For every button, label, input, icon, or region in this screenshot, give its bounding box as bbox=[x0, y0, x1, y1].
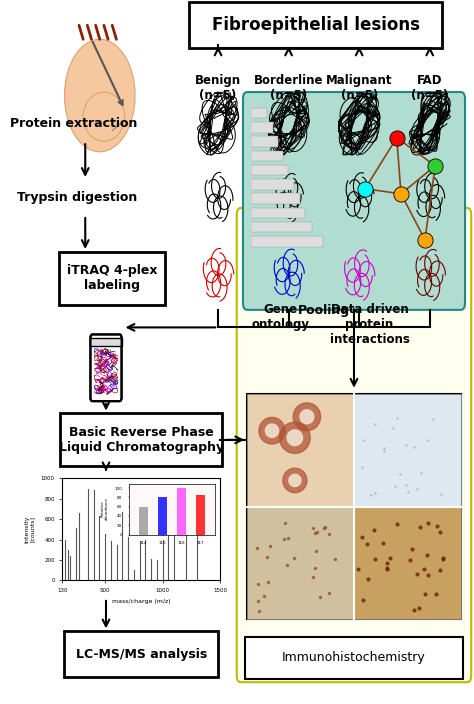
Polygon shape bbox=[300, 410, 314, 424]
Text: Immunohistochemistry: Immunohistochemistry bbox=[282, 651, 426, 664]
Text: Trypsin digestion: Trypsin digestion bbox=[17, 191, 137, 204]
Text: Pooling: Pooling bbox=[298, 304, 350, 317]
Text: Malignant
(n=5): Malignant (n=5) bbox=[326, 75, 392, 103]
Ellipse shape bbox=[83, 92, 125, 142]
FancyBboxPatch shape bbox=[91, 334, 121, 401]
Polygon shape bbox=[287, 430, 302, 446]
Text: Borderline
(n=5): Borderline (n=5) bbox=[254, 75, 323, 103]
Text: Basic Reverse Phase
Liquid Chromatography: Basic Reverse Phase Liquid Chromatograph… bbox=[59, 426, 224, 454]
Text: Fibroepithelial lesions: Fibroepithelial lesions bbox=[211, 16, 419, 34]
Polygon shape bbox=[265, 424, 279, 437]
Text: iTRAQ 4-plex
labeling: iTRAQ 4-plex labeling bbox=[67, 264, 157, 292]
Bar bbox=[354, 507, 461, 619]
FancyBboxPatch shape bbox=[245, 636, 463, 679]
FancyBboxPatch shape bbox=[243, 92, 465, 310]
Text: Gene
ontology: Gene ontology bbox=[251, 303, 310, 331]
Bar bbox=[247, 394, 461, 619]
Bar bbox=[91, 338, 121, 346]
FancyBboxPatch shape bbox=[59, 252, 165, 305]
Text: Protein extraction: Protein extraction bbox=[10, 117, 137, 130]
Text: Benign
(n=5): Benign (n=5) bbox=[195, 75, 241, 103]
FancyBboxPatch shape bbox=[237, 208, 471, 682]
Polygon shape bbox=[283, 468, 307, 493]
Ellipse shape bbox=[64, 39, 135, 152]
Polygon shape bbox=[293, 403, 320, 431]
Polygon shape bbox=[280, 422, 310, 453]
FancyBboxPatch shape bbox=[189, 2, 442, 48]
Bar bbox=[354, 394, 461, 507]
Polygon shape bbox=[259, 417, 285, 444]
Text: FAD
(n=5): FAD (n=5) bbox=[411, 75, 448, 103]
Text: Data driven
protein
interactions: Data driven protein interactions bbox=[329, 303, 410, 346]
FancyBboxPatch shape bbox=[60, 413, 222, 466]
Text: LC-MS/MS analysis: LC-MS/MS analysis bbox=[76, 648, 207, 660]
Polygon shape bbox=[289, 474, 301, 486]
FancyBboxPatch shape bbox=[64, 631, 218, 677]
Bar bbox=[247, 394, 354, 507]
Bar bbox=[247, 507, 354, 619]
